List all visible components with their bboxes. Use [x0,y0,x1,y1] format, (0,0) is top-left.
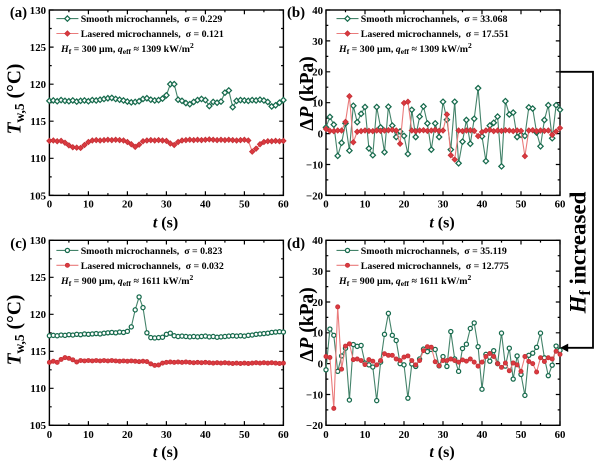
svg-text:0: 0 [318,359,323,371]
svg-text:105: 105 [30,190,46,202]
svg-text:20: 20 [122,429,133,441]
svg-text:10: 10 [83,199,94,211]
svg-text:30: 30 [312,266,323,278]
svg-text:50: 50 [239,199,250,211]
svg-text:40: 40 [312,5,323,17]
svg-text:40: 40 [200,429,211,441]
svg-text:20: 20 [312,297,323,309]
svg-text:130: 130 [30,235,46,247]
svg-text:ΔP (kPa): ΔP (kPa) [297,287,318,362]
svg-text:30: 30 [312,36,323,48]
svg-text:Tw,5 (°C): Tw,5 (°C) [5,64,28,135]
svg-text:−10: −10 [306,159,323,171]
svg-text:10: 10 [312,328,323,340]
svg-text:0: 0 [318,129,323,141]
svg-text:40: 40 [200,199,211,211]
svg-text:20: 20 [399,199,410,211]
svg-text:0: 0 [323,199,328,211]
svg-text:Tw,5 (°C): Tw,5 (°C) [5,295,28,366]
svg-text:105: 105 [30,420,46,432]
svg-text:−20: −20 [306,420,323,432]
svg-text:115: 115 [30,116,46,128]
svg-text:Lasered microchannels, σ = 0.0: Lasered microchannels, σ = 0.032 [81,261,224,272]
svg-text:20: 20 [312,67,323,79]
svg-text:(a): (a) [10,5,27,21]
svg-text:50: 50 [516,429,527,441]
svg-text:30: 30 [161,429,172,441]
svg-text:Hf = 300 μm, qeff ≈ 1309 kW/m2: Hf = 300 μm, qeff ≈ 1309 kW/m2 [60,41,194,56]
svg-text:30: 30 [161,199,172,211]
svg-text:110: 110 [30,153,46,165]
svg-text:Hf = 900 μm, qeff ≈ 1611 kW/m2: Hf = 900 μm, qeff ≈ 1611 kW/m2 [338,273,471,288]
svg-text:30: 30 [438,199,449,211]
svg-text:125: 125 [30,42,46,54]
svg-text:ΔP (kPa): ΔP (kPa) [297,56,318,131]
svg-text:Lasered microchannels, σ = 12.: Lasered microchannels, σ = 12.775 [361,261,509,272]
svg-text:40: 40 [312,235,323,247]
svg-text:−20: −20 [306,190,323,202]
svg-text:t (s): t (s) [153,444,178,461]
svg-text:Smooth microchannels, σ = 0.22: Smooth microchannels, σ = 0.229 [81,14,223,25]
svg-text:60: 60 [278,429,289,441]
svg-text:10: 10 [83,429,94,441]
svg-text:20: 20 [399,429,410,441]
svg-text:125: 125 [30,272,46,284]
svg-text:30: 30 [438,429,449,441]
svg-text:Smooth microchannels, σ = 0.82: Smooth microchannels, σ = 0.823 [81,246,223,257]
svg-text:60: 60 [278,199,289,211]
svg-text:Lasered microchannels, σ = 0.1: Lasered microchannels, σ = 0.121 [81,29,224,40]
svg-text:Hf = 300 μm, qeff ≈ 1309 kW/m2: Hf = 300 μm, qeff ≈ 1309 kW/m2 [338,41,472,56]
svg-text:t (s): t (s) [429,215,454,232]
svg-text:(c): (c) [10,236,26,252]
svg-text:10: 10 [360,429,371,441]
svg-text:60: 60 [555,199,566,211]
svg-text:Smooth microchannels, σ = 33.0: Smooth microchannels, σ = 33.068 [361,14,508,25]
svg-text:40: 40 [477,199,488,211]
svg-text:110: 110 [30,383,46,395]
svg-text:120: 120 [30,309,46,321]
svg-text:Smooth microchannels, σ = 35.1: Smooth microchannels, σ = 35.119 [361,246,507,257]
svg-text:60: 60 [555,429,566,441]
svg-text:0: 0 [47,199,52,211]
svg-text:50: 50 [516,199,527,211]
svg-text:0: 0 [323,429,328,441]
svg-text:Hf increased: Hf increased [566,191,595,314]
svg-text:(d): (d) [287,236,305,252]
svg-text:Lasered microchannels, σ = 17.: Lasered microchannels, σ = 17.551 [361,29,509,40]
svg-text:115: 115 [30,346,46,358]
svg-text:120: 120 [30,79,46,91]
svg-text:Hf = 900 μm, qeff ≈ 1611 kW/m2: Hf = 900 μm, qeff ≈ 1611 kW/m2 [60,273,193,288]
svg-text:−10: −10 [306,389,323,401]
svg-text:t (s): t (s) [153,215,178,232]
svg-text:40: 40 [477,429,488,441]
svg-text:t (s): t (s) [429,444,454,461]
svg-text:0: 0 [47,429,52,441]
svg-text:10: 10 [360,199,371,211]
svg-text:(b): (b) [287,5,305,21]
svg-text:20: 20 [122,199,133,211]
svg-text:10: 10 [312,98,323,110]
svg-text:130: 130 [30,5,46,17]
svg-text:50: 50 [239,429,250,441]
